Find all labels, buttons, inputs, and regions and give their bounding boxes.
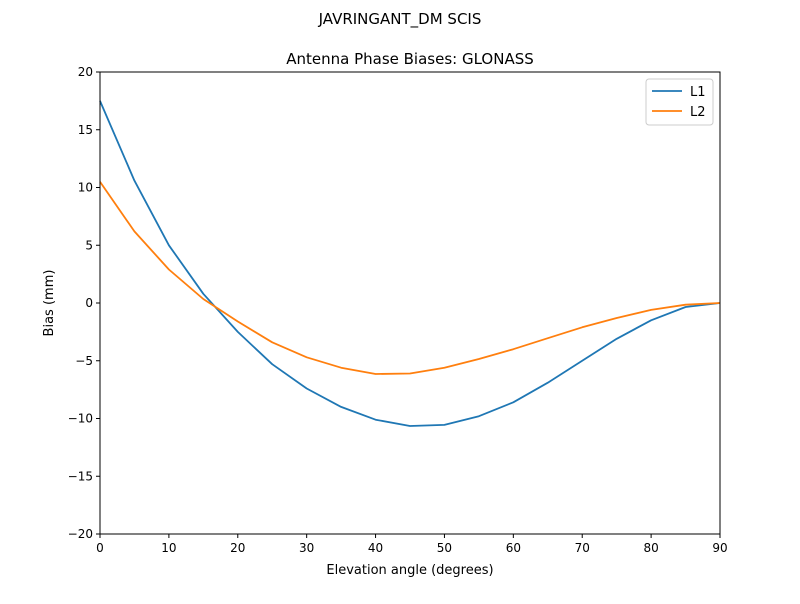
x-tick-label: 70 [575, 541, 590, 555]
x-tick-label: 80 [643, 541, 658, 555]
y-tick-label: −20 [68, 527, 93, 541]
ticks-layer: 0 10 20 30 40 50 60 70 80 90 −20 −15 −10 −5 0 5 10 15 20 [68, 65, 728, 555]
x-tick-label: 50 [437, 541, 452, 555]
chart-suptitle: JAVRINGANT_DM SCIS [318, 10, 482, 29]
series-line-l2 [99, 181, 721, 375]
y-tick-label: −5 [75, 354, 93, 368]
y-tick-label: 5 [85, 238, 93, 252]
x-tick-label: 0 [96, 541, 104, 555]
y-tick-label: 0 [85, 296, 93, 310]
series-layer [99, 100, 721, 427]
y-tick-label: 20 [78, 65, 93, 79]
y-axis-label: Bias (mm) [42, 270, 57, 337]
legend-label: L1 [690, 85, 706, 100]
chart-title: Antenna Phase Biases: GLONASS [286, 50, 534, 68]
plot-area-frame [99, 71, 721, 535]
y-tick-label: 15 [78, 123, 93, 137]
x-tick-label: 10 [161, 541, 176, 555]
y-tick-label: 10 [78, 181, 93, 195]
x-tick-label: 90 [712, 541, 727, 555]
x-tick-label: 20 [230, 541, 245, 555]
x-tick-label: 30 [299, 541, 314, 555]
x-tick-label: 60 [506, 541, 521, 555]
y-tick-label: −15 [68, 469, 93, 483]
y-tick-label: −10 [68, 412, 93, 426]
x-axis-label: Elevation angle (degrees) [326, 563, 493, 578]
x-tick-label: 40 [368, 541, 383, 555]
series-line-l1 [99, 100, 721, 427]
legend-label: L2 [690, 105, 706, 120]
